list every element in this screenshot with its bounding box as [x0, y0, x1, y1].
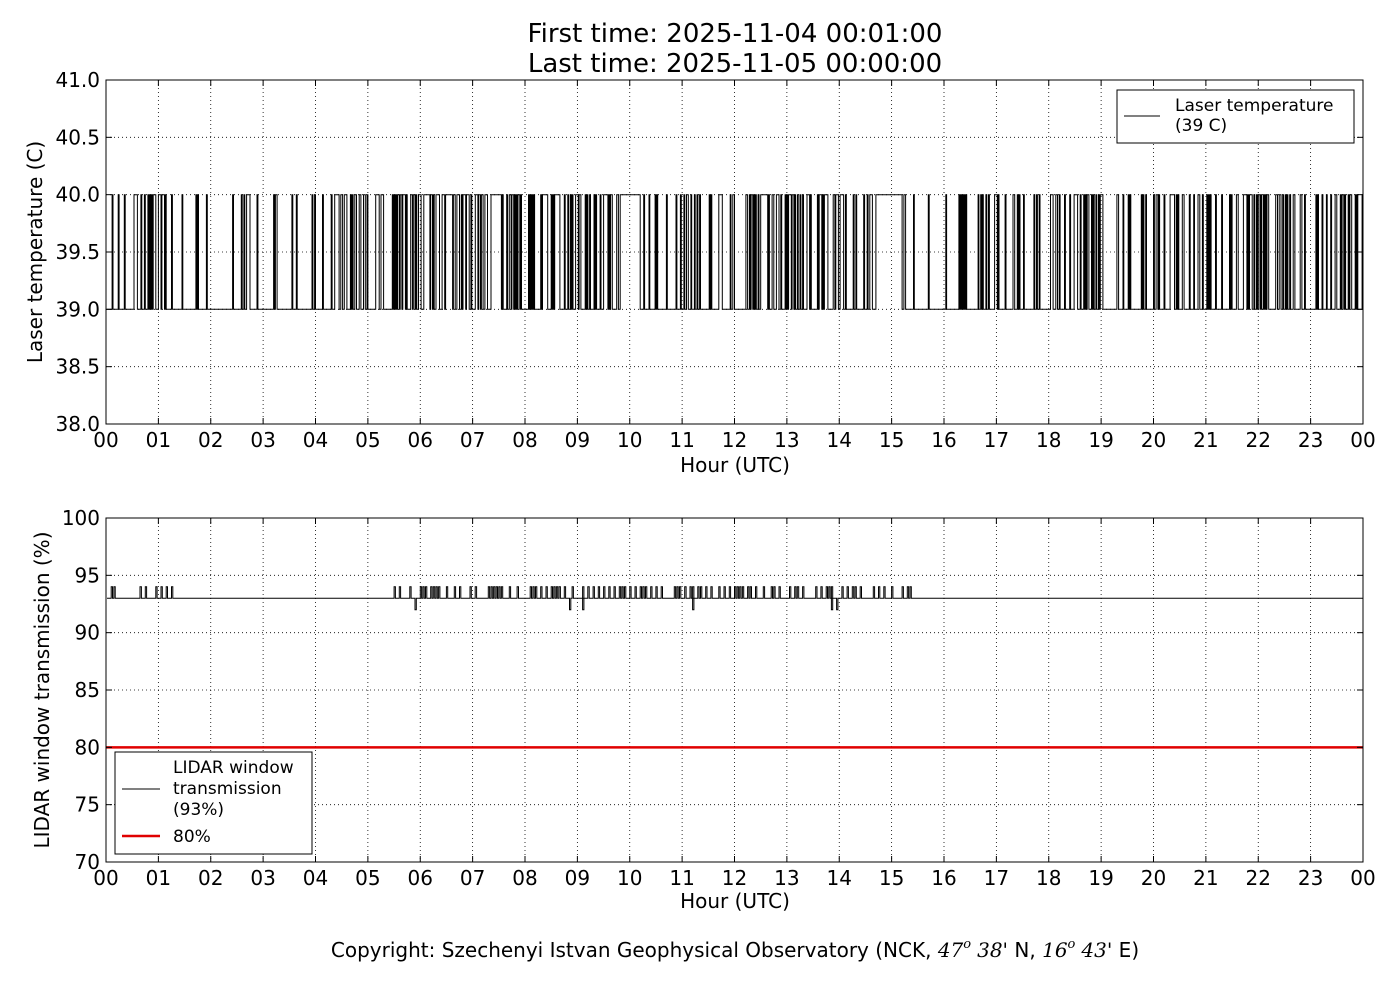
lidar-transmission-x-tick-label: 21 [1193, 866, 1218, 890]
laser-temperature-x-tick-label: 00 [93, 428, 118, 452]
lidar-transmission-x-tick-label: 22 [1246, 866, 1271, 890]
laser-temperature-x-tick-label: 01 [146, 428, 171, 452]
lidar-transmission-x-tick-label: 03 [250, 866, 275, 890]
laser-temperature-y-tick-label: 39.0 [55, 297, 100, 321]
laser-temperature-x-tick-label: 09 [565, 428, 590, 452]
copyright-lon-deg: 16 [1042, 938, 1068, 962]
lidar-transmission-series [106, 586, 1363, 749]
laser-temperature-x-tick-label: 07 [460, 428, 485, 452]
laser-temperature-legend-line-2: (39 C) [1175, 116, 1227, 136]
laser-temperature-y-tick-label: 38.0 [55, 412, 100, 436]
lidar-transmission-y-tick-label: 75 [75, 793, 100, 817]
laser-temperature-x-tick-label: 16 [931, 428, 956, 452]
laser-temperature-y-tick-label: 41.0 [55, 68, 100, 92]
lidar-transmission-y-tick-label: 80 [75, 735, 100, 759]
title-line-2: Last time: 2025-11-05 00:00:00 [528, 49, 942, 79]
lidar-transmission-x-tick-label: 02 [198, 866, 223, 890]
lidar-transmission-x-tick-label: 17 [984, 866, 1009, 890]
lidar-transmission-x-tick-label: 19 [1088, 866, 1113, 890]
laser-temperature-y-tick-label: 40.5 [55, 125, 100, 149]
copyright-lon-degree-symbol: o [1068, 937, 1076, 952]
lidar-transmission-y-tick-label: 85 [75, 678, 100, 702]
copyright-lat-dir: N, [1008, 938, 1042, 962]
laser-temperature-x-tick-label: 21 [1193, 428, 1218, 452]
laser-temperature-y-ticks: 38.0 38.5 39.0 39.5 40.0 40.5 41.0 [55, 68, 1363, 436]
lidar-transmission-y-tick-label: 90 [75, 621, 100, 645]
laser-temperature-x-tick-label: 03 [250, 428, 275, 452]
lidar-transmission-y-tick-label: 70 [75, 850, 100, 874]
lidar-transmission-chart: 00 01 02 03 04 05 06 07 08 09 10 11 12 13 14 15 16 17 18 19… [30, 506, 1376, 913]
copyright-lat-min: 38' [977, 938, 1008, 962]
copyright-lat-deg: 47 [937, 938, 964, 962]
lidar-transmission-x-tick-label: 23 [1298, 866, 1323, 890]
lidar-transmission-x-tick-label: 00 [1350, 866, 1375, 890]
copyright-lat-degree-symbol: o [963, 937, 971, 952]
lidar-transmission-x-tick-label: 15 [879, 866, 904, 890]
laser-temperature-x-tick-label: 05 [355, 428, 380, 452]
lidar-transmission-x-tick-label: 20 [1141, 866, 1166, 890]
laser-temperature-x-axis-label: Hour (UTC) [680, 453, 790, 477]
laser-temperature-x-tick-label: 20 [1141, 428, 1166, 452]
laser-temperature-x-ticks: 00 01 02 03 04 05 06 07 08 09 10 11 12 13 14 15 16 17 18 19… [93, 80, 1376, 452]
laser-temperature-x-tick-label: 08 [512, 428, 537, 452]
copyright-text: Copyright: Szechenyi Istvan Geophysical … [331, 937, 1139, 962]
laser-temperature-x-tick-label: 06 [408, 428, 433, 452]
lidar-transmission-x-tick-label: 01 [146, 866, 171, 890]
lidar-transmission-legend-line-3: (93%) [173, 800, 224, 820]
laser-temperature-x-tick-label: 11 [669, 428, 694, 452]
lidar-transmission-x-tick-label: 04 [303, 866, 328, 890]
lidar-transmission-x-tick-label: 13 [774, 866, 799, 890]
lidar-transmission-x-tick-label: 08 [512, 866, 537, 890]
title-line-1: First time: 2025-11-04 00:01:00 [528, 19, 943, 49]
laser-temperature-x-tick-label: 13 [774, 428, 799, 452]
laser-temperature-x-tick-label: 12 [722, 428, 747, 452]
laser-temperature-y-tick-label: 39.5 [55, 240, 100, 264]
laser-temperature-legend-line-1: Laser temperature [1175, 96, 1333, 116]
lidar-transmission-line [107, 586, 1363, 611]
laser-temperature-series [106, 194, 1363, 310]
copyright-lon-dir: E) [1112, 938, 1139, 962]
lidar-transmission-y-ticks: 70 75 80 85 90 95 100 [62, 506, 1363, 874]
lidar-transmission-x-tick-label: 07 [460, 866, 485, 890]
laser-temperature-line [106, 194, 1363, 310]
lidar-transmission-y-tick-label: 95 [75, 563, 100, 587]
laser-temperature-x-tick-label: 02 [198, 428, 223, 452]
threshold-legend-label: 80% [173, 827, 211, 847]
laser-temperature-x-tick-label: 10 [617, 428, 642, 452]
lidar-transmission-legend: LIDAR window transmission (93%) 80% [114, 751, 313, 855]
lidar-transmission-legend-line-2: transmission [173, 779, 282, 799]
copyright-lon-min: 43' [1080, 938, 1112, 962]
lidar-transmission-x-tick-label: 18 [1036, 866, 1061, 890]
lidar-transmission-x-tick-label: 16 [931, 866, 956, 890]
laser-temperature-x-tick-label: 18 [1036, 428, 1061, 452]
laser-temperature-x-tick-label: 14 [827, 428, 852, 452]
laser-temperature-x-tick-label: 00 [1350, 428, 1375, 452]
lidar-transmission-x-tick-label: 06 [408, 866, 433, 890]
lidar-transmission-x-tick-label: 00 [93, 866, 118, 890]
laser-temperature-legend: Laser temperature (39 C) [1116, 89, 1355, 144]
lidar-transmission-x-ticks: 00 01 02 03 04 05 06 07 08 09 10 11 12 13 14 15 16 17 18 19… [93, 518, 1376, 890]
lidar-transmission-x-tick-label: 09 [565, 866, 590, 890]
laser-temperature-y-tick-label: 40.0 [55, 183, 100, 207]
lidar-transmission-x-tick-label: 10 [617, 866, 642, 890]
laser-temperature-x-tick-label: 15 [879, 428, 904, 452]
copyright-prefix: Copyright: Szechenyi Istvan Geophysical … [331, 938, 938, 962]
laser-temperature-x-tick-label: 17 [984, 428, 1009, 452]
laser-temperature-y-axis-label: Laser temperature (C) [23, 141, 47, 363]
laser-temperature-x-tick-label: 22 [1246, 428, 1271, 452]
lidar-transmission-x-tick-label: 14 [827, 866, 852, 890]
laser-temperature-x-tick-label: 04 [303, 428, 328, 452]
lidar-transmission-y-tick-label: 100 [62, 506, 100, 530]
lidar-transmission-x-axis-label: Hour (UTC) [680, 889, 790, 913]
laser-temperature-chart: 00 01 02 03 04 05 06 07 08 09 10 11 12 13 14 15 16 17 18 19… [23, 68, 1376, 477]
lidar-transmission-y-axis-label: LIDAR window transmission (%) [30, 532, 54, 849]
lidar-transmission-x-tick-label: 11 [669, 866, 694, 890]
laser-temperature-x-tick-label: 23 [1298, 428, 1323, 452]
laser-temperature-x-tick-label: 19 [1088, 428, 1113, 452]
lidar-transmission-legend-line-1: LIDAR window [173, 758, 294, 778]
lidar-transmission-x-tick-label: 05 [355, 866, 380, 890]
laser-temperature-y-tick-label: 38.5 [55, 355, 100, 379]
lidar-transmission-x-tick-label: 12 [722, 866, 747, 890]
